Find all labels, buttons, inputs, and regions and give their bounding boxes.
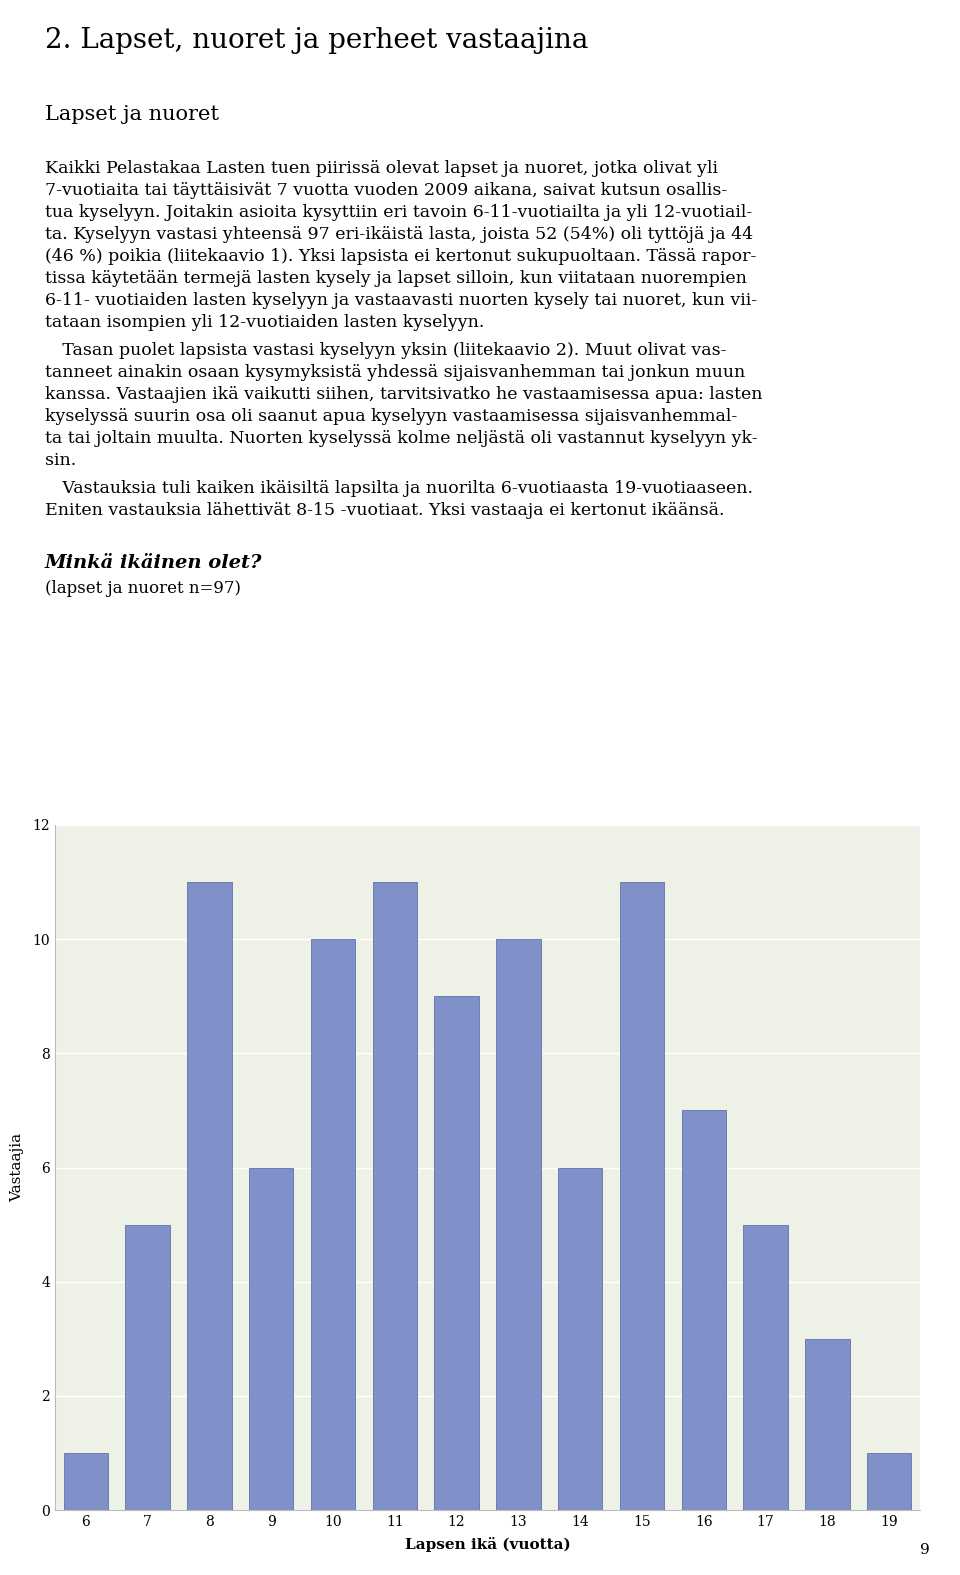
Text: (lapset ja nuoret n=97): (lapset ja nuoret n=97) [45, 580, 241, 597]
Text: Vastauksia tuli kaiken ikäisiltä lapsilta ja nuorilta 6-vuotiaasta 19-vuotiaasee: Vastauksia tuli kaiken ikäisiltä lapsilt… [45, 480, 753, 498]
Text: 2. Lapset, nuoret ja perheet vastaajina: 2. Lapset, nuoret ja perheet vastaajina [45, 27, 588, 54]
Bar [126, 1225, 170, 1510]
Bar [311, 939, 355, 1510]
Bar [558, 1167, 603, 1510]
Text: 7-vuotiaita tai täyttäisivät 7 vuotta vuoden 2009 aikana, saivat kutsun osallis-: 7-vuotiaita tai täyttäisivät 7 vuotta vu… [45, 183, 728, 198]
Bar [682, 1110, 726, 1510]
Text: Eniten vastauksia lähettivät 8-15 -vuotiaat. Yksi vastaaja ei kertonut ikäänsä.: Eniten vastauksia lähettivät 8-15 -vuoti… [45, 502, 725, 520]
Bar [63, 1452, 108, 1510]
Text: ta tai joltain muulta. Nuorten kyselyssä kolme neljästä oli vastannut kyselyyn y: ta tai joltain muulta. Nuorten kyselyssä… [45, 430, 757, 447]
Text: kyselyssä suurin osa oli saanut apua kyselyyn vastaamisessa sijaisvanhemmal-: kyselyssä suurin osa oli saanut apua kys… [45, 408, 737, 425]
Bar [805, 1339, 850, 1510]
Text: tanneet ainakin osaan kysymyksistä yhdessä sijaisvanhemman tai jonkun muun: tanneet ainakin osaan kysymyksistä yhdes… [45, 364, 745, 381]
Text: Tasan puolet lapsista vastasi kyselyyn yksin (liitekaavio 2). Muut olivat vas-: Tasan puolet lapsista vastasi kyselyyn y… [45, 342, 727, 359]
Y-axis label: Vastaajia: Vastaajia [11, 1132, 24, 1202]
Text: tua kyselyyn. Joitakin asioita kysyttiin eri tavoin 6-11-vuotiailta ja yli 12-vu: tua kyselyyn. Joitakin asioita kysyttiin… [45, 205, 753, 220]
Text: kanssa. Vastaajien ikä vaikutti siihen, tarvitsivatko he vastaamisessa apua: las: kanssa. Vastaajien ikä vaikutti siihen, … [45, 386, 762, 403]
Bar [249, 1167, 294, 1510]
Text: Kaikki Pelastakaa Lasten tuen piirissä olevat lapset ja nuoret, jotka olivat yli: Kaikki Pelastakaa Lasten tuen piirissä o… [45, 161, 718, 176]
Bar [867, 1452, 911, 1510]
Text: Minkä ikäinen olet?: Minkä ikäinen olet? [45, 554, 262, 572]
Bar [434, 997, 479, 1510]
Text: 6-11- vuotiaiden lasten kyselyyn ja vastaavasti nuorten kysely tai nuoret, kun v: 6-11- vuotiaiden lasten kyselyyn ja vast… [45, 291, 757, 309]
Bar [743, 1225, 788, 1510]
Text: tissa käytetään termejä lasten kysely ja lapset silloin, kun viitataan nuorempie: tissa käytetään termejä lasten kysely ja… [45, 269, 747, 287]
Text: Lapset ja nuoret: Lapset ja nuoret [45, 106, 219, 124]
Text: tataan isompien yli 12-vuotiaiden lasten kyselyyn.: tataan isompien yli 12-vuotiaiden lasten… [45, 313, 485, 331]
Bar [496, 939, 540, 1510]
Bar [372, 882, 417, 1510]
Text: (46 %) poikia (liitekaavio 1). Yksi lapsista ei kertonut sukupuoltaan. Tässä rap: (46 %) poikia (liitekaavio 1). Yksi laps… [45, 247, 756, 265]
Text: sin.: sin. [45, 452, 76, 469]
Bar [187, 882, 231, 1510]
Text: 9: 9 [921, 1544, 930, 1558]
X-axis label: Lapsen ikä (vuotta): Lapsen ikä (vuotta) [404, 1537, 570, 1553]
Bar [620, 882, 664, 1510]
Text: ta. Kyselyyn vastasi yhteensä 97 eri-ikäistä lasta, joista 52 (54%) oli tyttöjä : ta. Kyselyyn vastasi yhteensä 97 eri-ikä… [45, 225, 754, 243]
